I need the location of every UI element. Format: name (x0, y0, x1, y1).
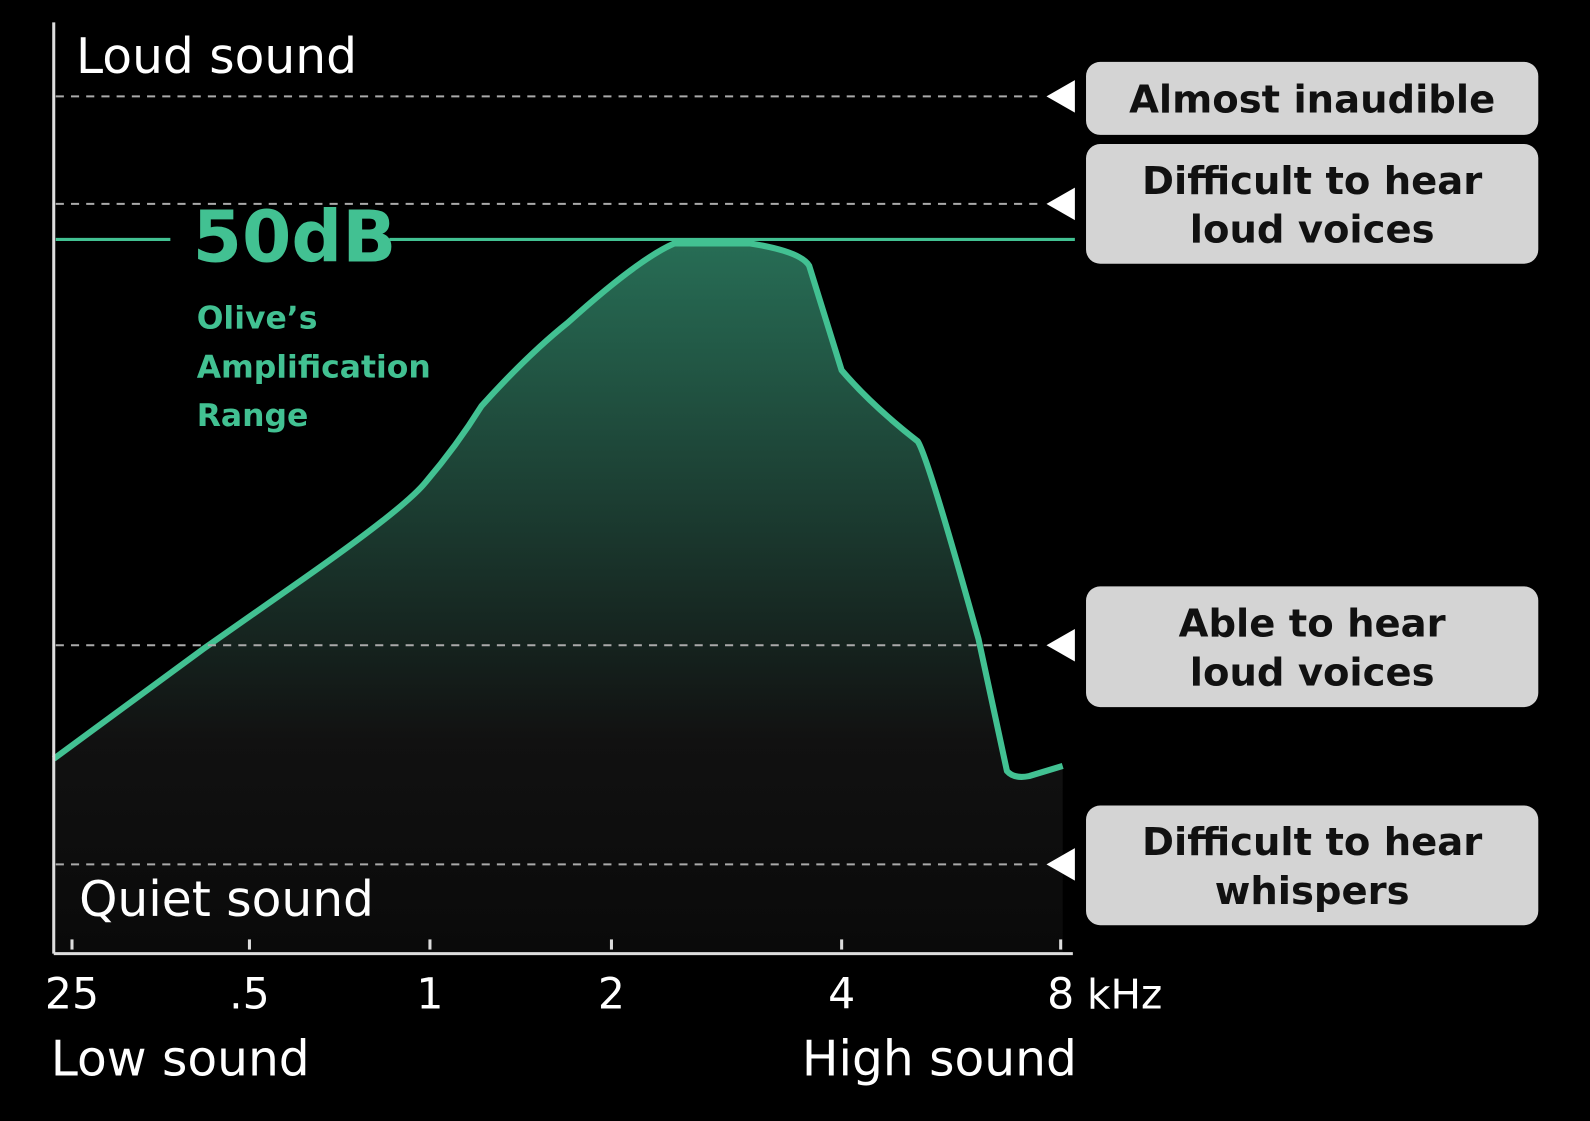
amplification-level: 50dB (193, 196, 397, 279)
level-box (1086, 805, 1539, 926)
amplification-curve (51, 240, 1064, 780)
level-box (1086, 144, 1539, 264)
x-tick-label: 1 (416, 969, 443, 1019)
caption-line: Olive’s (197, 301, 318, 337)
x-tick-label: 25 (45, 969, 99, 1019)
x-unit: kHz (1087, 970, 1162, 1018)
level-text: whispers (1215, 869, 1410, 914)
caption-line: Range (197, 398, 309, 434)
x-tick-label: 2 (598, 969, 625, 1019)
level-text: loud voices (1190, 207, 1435, 252)
amplification-area (53, 243, 1063, 954)
level-box (1086, 61, 1539, 135)
level-marker (1046, 187, 1075, 221)
caption-line: Amplification (197, 349, 431, 385)
x-tick-label: 8 (1047, 969, 1074, 1019)
x-tick-label: 4 (828, 969, 855, 1019)
level-marker (1046, 628, 1075, 662)
level-marker (1046, 848, 1075, 881)
level-text: Difficult to hear (1142, 159, 1482, 204)
generated: 25 .5 1 2 4 8 Olive’s Amplification Range Almost … (45, 61, 1539, 1019)
level-text: Almost inaudible (1129, 78, 1495, 123)
low-label: Low sound (51, 1031, 310, 1087)
top-label: Loud sound (76, 29, 357, 85)
level-text: loud voices (1190, 650, 1435, 695)
level-box (1086, 586, 1539, 708)
x-tick-label: .5 (229, 969, 270, 1019)
level-text: Able to hear (1179, 602, 1446, 647)
level-lines (55, 95, 1045, 866)
high-label: High sound (802, 1031, 1077, 1087)
bottom-label: Quiet sound (79, 872, 374, 928)
level-text: Difficult to hear (1142, 820, 1482, 865)
level-marker (1046, 80, 1075, 113)
